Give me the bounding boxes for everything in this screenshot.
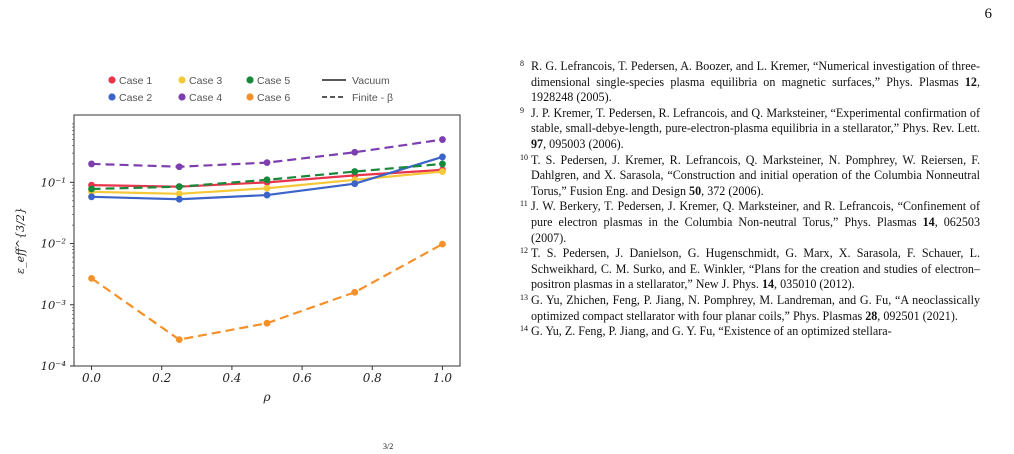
y-tick-label: 10⁻¹ <box>41 175 66 189</box>
y-tick-label: 10⁻³ <box>41 298 67 312</box>
reference-number: 12 <box>520 246 528 256</box>
reference-volume: 12 <box>964 74 977 89</box>
chart-series <box>88 136 446 343</box>
x-tick-label: 0.4 <box>222 371 241 385</box>
reference-text: J. W. Berkery, T. Pedersen, J. Kremer, Q… <box>531 199 980 244</box>
reference-volume: 14 <box>761 277 775 292</box>
data-point <box>439 160 446 168</box>
reference-text-part: , 062503 (2007). <box>531 214 981 245</box>
legend-marker <box>178 93 186 101</box>
reference-number: 13 <box>520 292 528 302</box>
reference-text: T. S. Pedersen, J. Kremer, R. Lefrancois… <box>531 153 980 198</box>
reference-text-part: J. W. Berkery, T. Pedersen, J. Kremer, Q… <box>531 199 980 229</box>
reference-item: 9 J. P. Kremer, T. Pedersen, R. Lefrancoi… <box>520 106 980 153</box>
reference-number: 11 <box>520 199 528 209</box>
reference-text-part: , 035010 (2012). <box>774 277 855 292</box>
reference-text: R. G. Lefrancois, T. Pedersen, A. Boozer… <box>531 59 980 104</box>
reference-list: 8 R. G. Lefrancois, T. Pedersen, A. Booze… <box>520 59 980 340</box>
reference-item: 8 R. G. Lefrancois, T. Pedersen, A. Booze… <box>520 59 980 106</box>
data-point <box>439 153 446 161</box>
chart-axes: 0.0 0.2 0.4 0.6 0.8 1.0 10⁻¹ 10⁻² 10⁻³ 10⁻⁴ ρ ε_eff… <box>14 114 461 404</box>
data-point <box>263 176 271 184</box>
x-tick-label: 0.8 <box>363 371 382 385</box>
figure-chart: Case 1 Case 3 Case 5 Vacuum Case 2 Case 4 Case… <box>14 75 461 404</box>
data-point <box>439 240 446 248</box>
reference-text: J. P. Kremer, T. Pedersen, R. Lefrancois… <box>531 106 980 151</box>
chart-legend: Case 1 Case 3 Case 5 Vacuum Case 2 Case 4 Case… <box>108 75 393 104</box>
legend-marker <box>246 76 254 84</box>
x-tick-label: 0.2 <box>152 371 171 385</box>
data-point <box>175 183 183 191</box>
reference-text-part: R. G. Lefrancois, T. Pedersen, A. Boozer… <box>531 59 980 89</box>
caption-fragment: 3/2 <box>383 442 394 451</box>
data-point <box>351 148 359 156</box>
reference-text-part: , 095003 (2006). <box>543 136 624 151</box>
legend-label: Case 3 <box>189 75 222 87</box>
reference-number: 8 <box>520 59 524 68</box>
legend-label: Vacuum <box>352 75 390 87</box>
data-point <box>351 168 359 175</box>
legend-label: Case 6 <box>257 92 290 104</box>
plot-frame <box>73 114 461 367</box>
reference-item: 14 G. Yu, Z. Feng, P. Jiang, and G. Y. Fu… <box>520 324 980 340</box>
data-point <box>88 193 95 201</box>
data-point <box>263 319 271 327</box>
reference-number: 9 <box>520 105 524 115</box>
reference-text: G. Yu, Zhichen, Feng, P. Jiang, N. Pomph… <box>531 293 980 323</box>
data-point <box>175 163 183 171</box>
data-point <box>175 195 183 203</box>
reference-text-part: J. P. Kremer, T. Pedersen, R. Lefrancois… <box>531 105 980 136</box>
reference-item: 12 T. S. Pedersen, J. Danielson, G. Hugen… <box>520 246 980 293</box>
reference-text-part: G. Yu, Zhichen, Feng, P. Jiang, N. Pomph… <box>531 292 980 323</box>
data-point <box>439 168 446 175</box>
page-number: 6 <box>984 6 993 22</box>
data-point <box>175 190 183 198</box>
legend-label: Finite - β <box>352 92 393 104</box>
reference-volume: 50 <box>689 183 702 198</box>
legend-marker <box>178 76 186 84</box>
reference-text-part: T. S. Pedersen, J. Danielson, G. Hugensc… <box>531 246 980 292</box>
reference-item: 13 G. Yu, Zhichen, Feng, P. Jiang, N. Pom… <box>520 293 980 324</box>
reference-number: 14 <box>520 324 528 334</box>
legend-label: Case 1 <box>119 75 152 87</box>
reference-text-part: , 372 (2006). <box>701 183 764 198</box>
reference-volume: 28 <box>865 308 878 323</box>
data-point <box>263 184 271 192</box>
reference-text: T. S. Pedersen, J. Danielson, G. Hugensc… <box>531 246 980 291</box>
data-point <box>88 160 95 168</box>
legend-label: Case 5 <box>257 75 290 87</box>
reference-text-part: G. Yu, Z. Feng, P. Jiang, and G. Y. Fu, … <box>531 324 892 339</box>
y-tick-label: 10⁻² <box>41 237 67 251</box>
x-tick-label: 0.0 <box>82 371 101 385</box>
legend-marker <box>108 76 116 84</box>
reference-text-part: T. S. Pedersen, J. Kremer, R. Lefrancois… <box>531 152 980 198</box>
legend-marker <box>246 93 254 101</box>
data-point <box>88 185 95 193</box>
data-point <box>351 180 359 188</box>
y-axis-label: ε_eff^{3/2} <box>14 207 27 274</box>
reference-item: 11 J. W. Berkery, T. Pedersen, J. Kremer,… <box>520 199 980 246</box>
reference-item: 10 T. S. Pedersen, J. Kremer, R. Lefranco… <box>520 153 980 200</box>
x-axis-label: ρ <box>262 390 270 404</box>
legend-label: Case 2 <box>119 92 152 104</box>
data-point <box>88 274 95 282</box>
reference-text: G. Yu, Z. Feng, P. Jiang, and G. Y. Fu, … <box>531 324 892 338</box>
reference-volume: 14 <box>922 214 935 229</box>
x-tick-label: 1.0 <box>433 371 452 385</box>
data-point <box>439 136 446 143</box>
reference-text-part: , 092501 (2021). <box>877 308 958 323</box>
reference-number: 10 <box>520 152 528 162</box>
legend-label: Case 4 <box>189 92 222 104</box>
y-tick-label: 10⁻⁴ <box>41 359 67 373</box>
reference-volume: 97 <box>531 136 544 151</box>
x-tick-label: 0.6 <box>293 371 312 385</box>
legend-marker <box>108 93 116 101</box>
reference-text-part: , 1928248 (2005). <box>531 74 980 105</box>
data-point <box>263 159 271 167</box>
data-point <box>351 288 359 296</box>
data-point <box>263 191 271 199</box>
data-point <box>175 336 183 343</box>
